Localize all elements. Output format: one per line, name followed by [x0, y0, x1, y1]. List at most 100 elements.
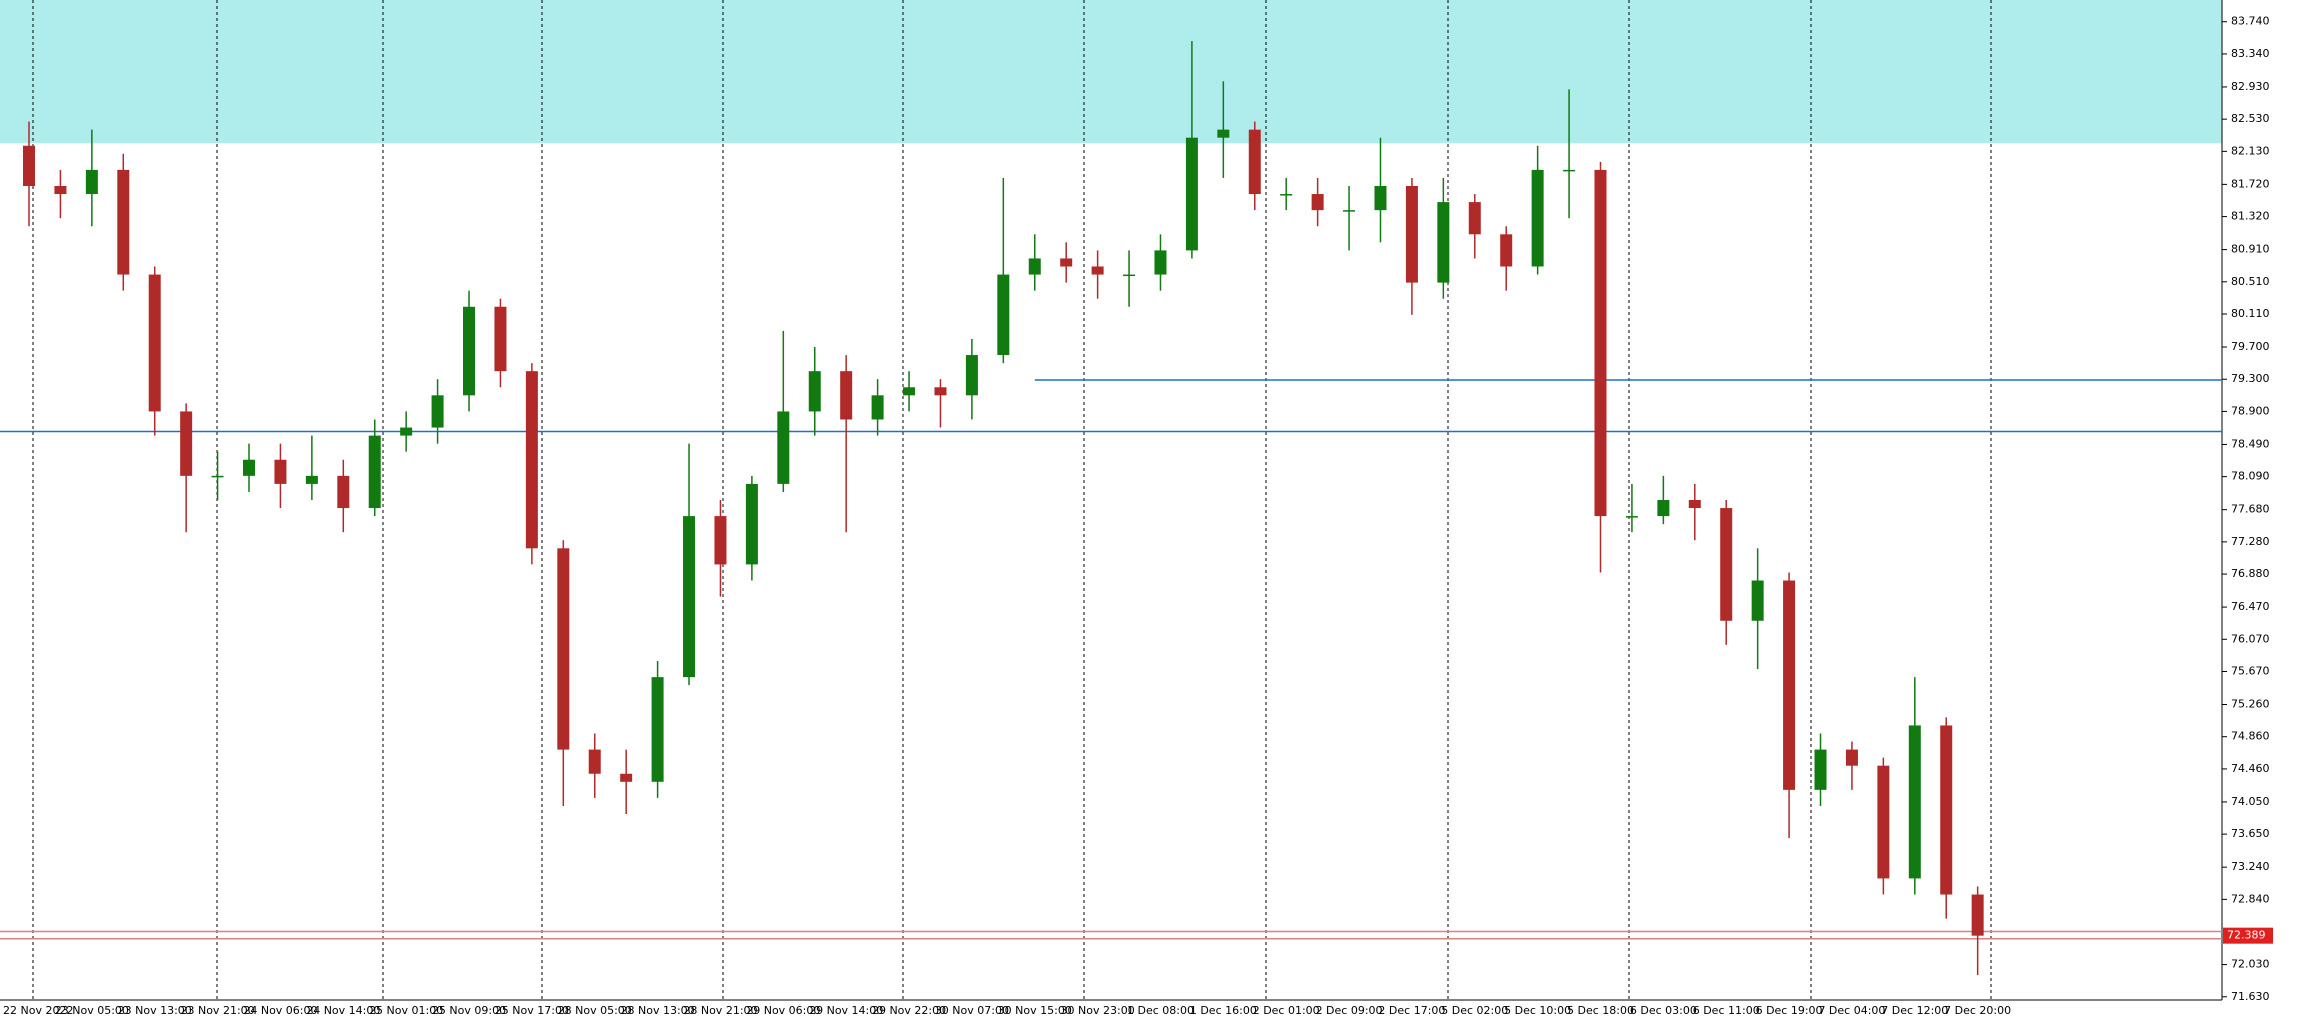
- candle-body: [494, 306, 507, 372]
- candle-body: [431, 395, 444, 428]
- y-tick-label: 79.700: [2231, 340, 2270, 353]
- candle-body: [525, 371, 538, 549]
- candle-body: [903, 387, 916, 396]
- candle-body: [148, 274, 161, 412]
- x-tick-label: 29 Nov 06:00: [746, 1004, 820, 1017]
- candle-body: [1217, 129, 1230, 138]
- candle-body: [243, 459, 256, 476]
- x-tick-label: 25 Nov 17:00: [495, 1004, 569, 1017]
- candle-body: [368, 435, 381, 509]
- y-tick-label: 75.670: [2231, 664, 2270, 677]
- y-tick-label: 78.900: [2231, 404, 2270, 417]
- x-tick-label: 28 Nov 21:00: [683, 1004, 757, 1017]
- candle-body: [1028, 258, 1041, 275]
- x-tick-label: 30 Nov 15:00: [998, 1004, 1072, 1017]
- y-tick-label: 76.070: [2231, 632, 2270, 645]
- candle-body: [1594, 169, 1607, 517]
- candle-body: [1783, 580, 1796, 790]
- candle-body: [1688, 500, 1701, 509]
- candle-body: [557, 548, 570, 750]
- candle-body: [1280, 194, 1293, 196]
- zone: [0, 0, 2222, 144]
- candle-body: [588, 749, 601, 774]
- candle-body: [1405, 185, 1418, 283]
- x-tick-label: 1 Dec 08:00: [1127, 1004, 1194, 1017]
- candle-body: [85, 169, 98, 195]
- candle-body: [1877, 765, 1890, 879]
- y-tick-label: 82.130: [2231, 144, 2270, 157]
- y-tick-label: 80.110: [2231, 307, 2270, 320]
- y-tick-label: 81.320: [2231, 210, 2270, 223]
- candle-body: [1437, 202, 1450, 283]
- y-tick-label: 77.680: [2231, 503, 2270, 516]
- x-tick-label: 29 Nov 22:00: [872, 1004, 946, 1017]
- candle-body: [1185, 137, 1198, 251]
- x-tick-label: 7 Dec 04:00: [1818, 1004, 1885, 1017]
- y-tick-label: 71.630: [2231, 990, 2270, 1003]
- candle-body: [683, 516, 696, 678]
- candle-body: [463, 306, 476, 396]
- candle-body: [1091, 266, 1104, 275]
- x-tick-label: 23 Nov 13:00: [118, 1004, 192, 1017]
- y-tick-label: 80.910: [2231, 243, 2270, 256]
- candle-body: [808, 371, 821, 412]
- candle-body: [117, 169, 130, 275]
- candle-body: [1625, 516, 1638, 518]
- candle-body: [871, 395, 884, 420]
- candle-body: [1845, 749, 1858, 766]
- y-tick-label: 83.740: [2231, 15, 2270, 28]
- candle-body: [1814, 749, 1827, 790]
- y-tick-label: 73.650: [2231, 827, 2270, 840]
- x-tick-label: 23 Nov 05:00: [55, 1004, 129, 1017]
- candle-body: [840, 371, 853, 420]
- x-tick-label: 28 Nov 13:00: [621, 1004, 695, 1017]
- candle-body: [180, 411, 193, 476]
- candle-body: [1940, 725, 1953, 895]
- y-tick-label: 77.280: [2231, 535, 2270, 548]
- y-tick-label: 79.300: [2231, 372, 2270, 385]
- x-tick-label: 6 Dec 19:00: [1756, 1004, 1823, 1017]
- candle-body: [274, 459, 287, 484]
- candle-body: [997, 274, 1010, 356]
- x-tick-label: 2 Dec 09:00: [1316, 1004, 1383, 1017]
- candle-body: [1971, 894, 1984, 936]
- y-tick-label: 76.880: [2231, 567, 2270, 580]
- x-tick-label: 30 Nov 23:00: [1061, 1004, 1135, 1017]
- y-tick-label: 78.090: [2231, 470, 2270, 483]
- y-tick-label: 82.530: [2231, 112, 2270, 125]
- y-tick-label: 76.470: [2231, 600, 2270, 613]
- x-tick-label: 5 Dec 10:00: [1504, 1004, 1571, 1017]
- x-tick-label: 1 Dec 16:00: [1190, 1004, 1257, 1017]
- candle-body: [965, 355, 978, 396]
- candle-body: [1123, 274, 1136, 277]
- y-tick-label: 73.240: [2231, 860, 2270, 873]
- candle-body: [211, 475, 224, 478]
- candle-body: [1154, 250, 1167, 275]
- y-tick-label: 74.460: [2231, 762, 2270, 775]
- candle-body: [777, 411, 790, 484]
- candle-body: [23, 145, 35, 186]
- candle-body: [337, 475, 350, 509]
- candle-body: [1720, 508, 1733, 621]
- candle-body: [305, 475, 318, 484]
- x-tick-label: 7 Dec 12:00: [1881, 1004, 1948, 1017]
- y-tick-label: 80.510: [2231, 275, 2270, 288]
- candle-body: [400, 427, 413, 436]
- candle-body: [620, 773, 633, 782]
- candle-body: [1500, 234, 1513, 267]
- y-tick-label: 72.030: [2231, 958, 2270, 971]
- candle-body: [1311, 194, 1324, 211]
- y-tick-label: 83.340: [2231, 47, 2270, 60]
- current-price-label: 72.389: [2227, 929, 2266, 942]
- x-tick-label: 25 Nov 09:00: [432, 1004, 506, 1017]
- candle-body: [1657, 500, 1670, 517]
- candle-body: [714, 516, 727, 565]
- x-tick-label: 25 Nov 01:00: [369, 1004, 443, 1017]
- x-tick-label: 5 Dec 02:00: [1441, 1004, 1508, 1017]
- x-tick-label: 30 Nov 07:00: [935, 1004, 1009, 1017]
- y-tick-label: 72.840: [2231, 892, 2270, 905]
- x-tick-label: 2 Dec 17:00: [1378, 1004, 1445, 1017]
- y-tick-label: 78.490: [2231, 437, 2270, 450]
